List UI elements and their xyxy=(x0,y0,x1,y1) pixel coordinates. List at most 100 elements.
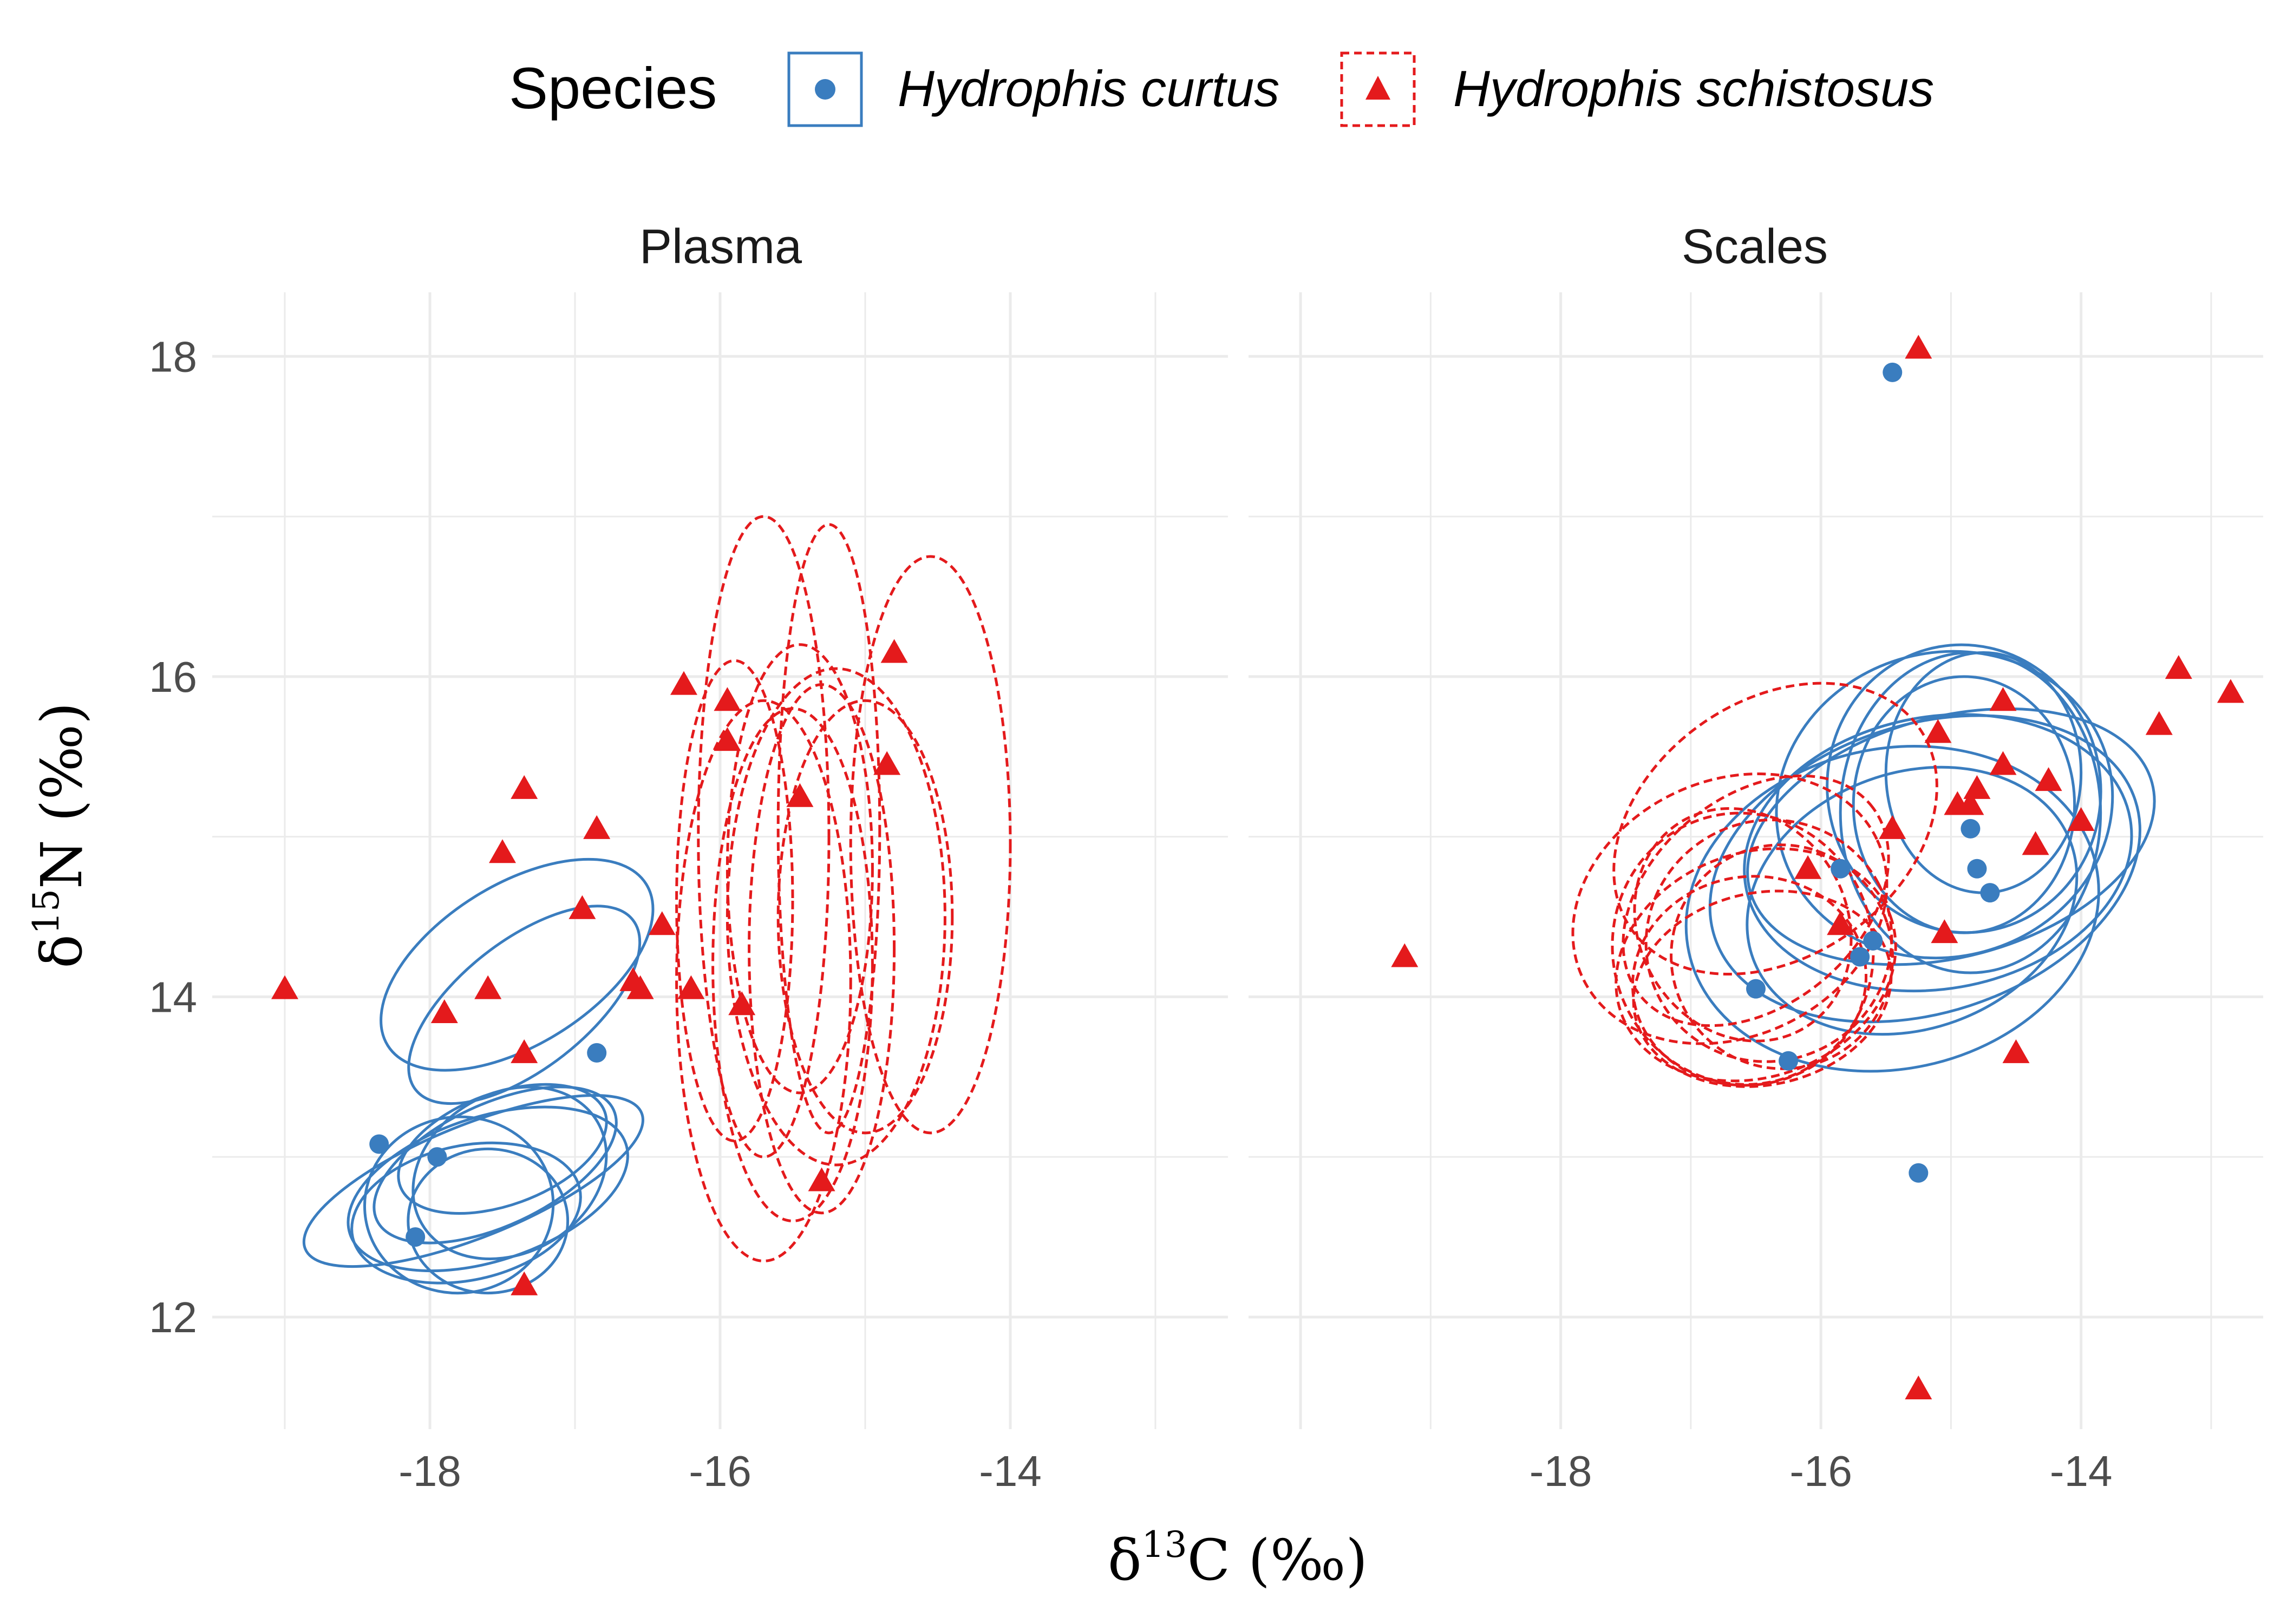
ellipse xyxy=(1684,745,2100,1073)
ellipse xyxy=(726,643,874,1095)
point-marker xyxy=(1967,859,1987,879)
point-marker xyxy=(714,687,741,711)
point-marker xyxy=(2067,807,2095,831)
scales-gridlines xyxy=(1249,292,2263,1429)
legend-entry-curtus: Hydrophis curtus xyxy=(787,51,1279,127)
point-marker xyxy=(511,1271,538,1295)
ellipse xyxy=(1571,772,1889,1045)
plasma-x-tick-labels: -18 -16 -14 xyxy=(398,1447,1042,1495)
point-marker xyxy=(430,999,458,1023)
legend-title: Species xyxy=(509,55,717,121)
point-marker xyxy=(1794,855,1822,879)
point-marker xyxy=(568,895,596,919)
ellipse xyxy=(1622,774,1890,1027)
ellipse xyxy=(363,1115,555,1295)
point-marker xyxy=(1905,1376,1932,1400)
ellipse xyxy=(675,659,794,1143)
legend-circle-icon xyxy=(815,79,835,100)
point-marker xyxy=(670,671,697,695)
ellipse xyxy=(350,1141,582,1285)
ellipse xyxy=(776,699,954,1135)
point-marker xyxy=(1863,931,1883,951)
point-marker xyxy=(1961,818,1981,839)
point-marker xyxy=(677,975,705,999)
point-marker xyxy=(1931,919,1958,944)
point-marker xyxy=(427,1147,447,1167)
x-tick-label: -16 xyxy=(1789,1447,1852,1495)
y-tick-label: 16 xyxy=(149,653,197,701)
legend: Species Hydrophis curtus Hydrophis schis… xyxy=(509,51,1934,127)
point-marker xyxy=(1746,979,1766,999)
point-marker xyxy=(511,1039,538,1063)
x-tick-label: -18 xyxy=(1530,1447,1592,1495)
ellipse xyxy=(1743,713,2133,993)
panel-scales: -18 -16 -14 xyxy=(1249,292,2263,1495)
ellipse xyxy=(302,1094,644,1268)
point-marker xyxy=(1850,947,1870,967)
point-marker xyxy=(714,727,741,751)
point-marker xyxy=(1391,943,1419,967)
point-marker xyxy=(2035,767,2062,791)
ellipse xyxy=(407,1147,570,1295)
point-marker xyxy=(489,839,516,863)
y-tick-label: 14 xyxy=(149,973,197,1021)
point-marker xyxy=(786,783,814,807)
scales-points xyxy=(1391,335,2244,1400)
x-tick-label: -18 xyxy=(398,1447,461,1495)
point-marker xyxy=(474,975,502,999)
point-marker xyxy=(1905,335,1932,359)
x-tick-label: -14 xyxy=(2050,1447,2113,1495)
y-tick-label: 18 xyxy=(149,332,197,381)
ellipse xyxy=(373,1085,618,1245)
ellipse xyxy=(1670,843,1894,1070)
point-marker xyxy=(369,1134,389,1154)
point-marker xyxy=(1989,687,2017,711)
point-marker xyxy=(2022,831,2049,855)
point-marker xyxy=(648,911,676,935)
point-marker xyxy=(271,975,298,999)
scales-x-tick-labels: -18 -16 -14 xyxy=(1530,1447,2113,1495)
point-marker xyxy=(406,1227,426,1247)
ellipse xyxy=(380,857,655,1072)
ellipse xyxy=(1852,675,2076,934)
y-tick-label: 12 xyxy=(149,1293,197,1341)
ellipse xyxy=(1746,765,2079,1036)
x-axis-title: δ13C (‰) xyxy=(1108,1524,1368,1593)
point-marker xyxy=(880,639,908,663)
ellipse xyxy=(1708,714,2141,1024)
scales-ellipses xyxy=(1571,643,2156,1088)
panel-title-scales: Scales xyxy=(1682,220,1828,274)
plasma-ellipses xyxy=(302,515,1012,1295)
x-tick-label: -16 xyxy=(689,1447,752,1495)
point-marker xyxy=(1831,859,1851,879)
point-marker xyxy=(1909,1163,1929,1183)
ellipse xyxy=(1632,889,1893,1088)
ellipse xyxy=(697,515,831,1158)
legend-triangle-icon xyxy=(1365,76,1390,100)
point-marker xyxy=(2145,711,2173,735)
y-axis-title: δ15N (‰) xyxy=(25,702,95,968)
x-tick-label: -14 xyxy=(979,1447,1042,1495)
point-marker xyxy=(1963,775,1991,799)
point-marker xyxy=(2217,679,2244,703)
point-marker xyxy=(2165,655,2192,679)
legend-label-curtus: Hydrophis curtus xyxy=(898,60,1279,117)
ellipse xyxy=(407,905,642,1105)
panel-plasma: -18 -16 -14 12 14 16 18 xyxy=(149,292,1228,1495)
plasma-y-tick-labels: 12 14 16 18 xyxy=(149,332,197,1341)
point-marker xyxy=(583,815,611,839)
point-marker xyxy=(587,1043,607,1063)
point-marker xyxy=(2002,1039,2030,1063)
point-marker xyxy=(1779,1051,1799,1071)
ellipse xyxy=(411,1085,608,1261)
point-marker xyxy=(1883,362,1903,382)
legend-label-schistosus: Hydrophis schistosus xyxy=(1453,60,1934,117)
point-marker xyxy=(626,975,654,999)
point-marker xyxy=(1879,815,1906,839)
ellipse xyxy=(849,555,1012,1135)
point-marker xyxy=(728,991,756,1016)
point-marker xyxy=(873,751,901,775)
point-marker xyxy=(1957,791,1984,815)
point-marker xyxy=(1827,911,1854,935)
